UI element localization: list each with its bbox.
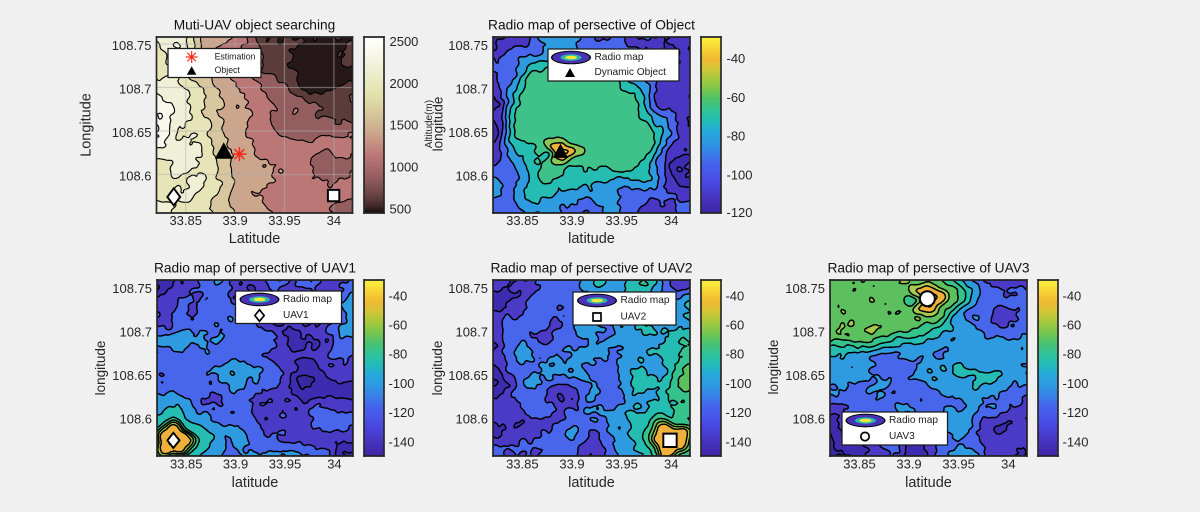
svg-text:33.95: 33.95: [268, 213, 300, 228]
svg-text:34: 34: [664, 456, 678, 471]
svg-text:-100: -100: [726, 376, 752, 391]
svg-text:latitude: latitude: [568, 475, 615, 491]
svg-text:108.65: 108.65: [112, 125, 152, 140]
svg-text:33.95: 33.95: [605, 456, 637, 471]
svg-text:108.7: 108.7: [455, 324, 488, 339]
svg-text:-40: -40: [727, 51, 746, 66]
svg-text:33.95: 33.95: [605, 213, 637, 228]
svg-text:500: 500: [390, 201, 412, 216]
svg-text:Estimation: Estimation: [215, 52, 256, 62]
svg-text:33.9: 33.9: [559, 456, 584, 471]
svg-text:108.7: 108.7: [120, 324, 152, 339]
svg-text:34: 34: [664, 213, 678, 228]
svg-text:33.95: 33.95: [269, 456, 302, 471]
svg-text:108.7: 108.7: [119, 81, 151, 96]
svg-text:33.9: 33.9: [222, 213, 247, 228]
svg-text:longitude: longitude: [766, 340, 781, 395]
svg-text:108.75: 108.75: [448, 38, 488, 53]
svg-text:-100: -100: [1063, 376, 1089, 391]
svg-text:latitude: latitude: [905, 475, 952, 491]
svg-text:Radio map of persective of UAV: Radio map of persective of UAV3: [827, 261, 1029, 276]
svg-text:34: 34: [327, 213, 341, 228]
svg-text:UAV3: UAV3: [889, 431, 915, 442]
svg-text:Dynamic Object: Dynamic Object: [595, 67, 667, 78]
svg-text:108.75: 108.75: [448, 281, 488, 296]
svg-text:108.6: 108.6: [455, 411, 488, 426]
svg-text:108.7: 108.7: [455, 81, 488, 96]
svg-text:Longitude: Longitude: [79, 93, 95, 157]
svg-text:-140: -140: [726, 435, 752, 450]
svg-text:33.95: 33.95: [942, 456, 975, 471]
svg-text:108.6: 108.6: [119, 168, 151, 183]
svg-text:Muti-UAV object searching: Muti-UAV object searching: [174, 18, 336, 33]
svg-text:Radio map: Radio map: [889, 415, 938, 426]
svg-text:1500: 1500: [390, 118, 419, 133]
svg-text:Radio map: Radio map: [621, 295, 670, 306]
svg-text:108.7: 108.7: [792, 324, 825, 339]
svg-text:-60: -60: [726, 317, 745, 332]
svg-text:2500: 2500: [390, 34, 419, 49]
svg-text:33.85: 33.85: [506, 213, 538, 228]
svg-text:2000: 2000: [390, 76, 419, 91]
svg-text:-120: -120: [1063, 405, 1089, 420]
svg-text:108.65: 108.65: [448, 368, 488, 383]
svg-text:1000: 1000: [390, 160, 419, 175]
svg-text:longitude: longitude: [431, 97, 446, 152]
svg-text:-140: -140: [1063, 435, 1089, 450]
svg-text:latitude: latitude: [232, 475, 279, 491]
svg-text:-80: -80: [727, 129, 746, 144]
svg-text:33.85: 33.85: [843, 456, 876, 471]
svg-text:33.85: 33.85: [506, 456, 538, 471]
svg-text:-120: -120: [389, 405, 415, 420]
svg-text:Radio map: Radio map: [283, 294, 332, 305]
svg-text:34: 34: [327, 456, 341, 471]
svg-text:108.65: 108.65: [785, 368, 825, 383]
svg-text:-120: -120: [726, 405, 752, 420]
svg-text:-120: -120: [727, 205, 753, 220]
svg-text:longitude: longitude: [93, 341, 108, 396]
svg-text:34: 34: [1001, 456, 1015, 471]
svg-text:longitude: longitude: [430, 341, 445, 396]
svg-text:108.75: 108.75: [112, 38, 152, 53]
svg-text:-80: -80: [726, 347, 745, 362]
svg-text:-80: -80: [1063, 347, 1082, 362]
svg-text:33.85: 33.85: [170, 456, 203, 471]
svg-text:-100: -100: [389, 376, 415, 391]
svg-text:33.9: 33.9: [559, 213, 584, 228]
svg-text:-40: -40: [1063, 288, 1082, 303]
svg-text:-60: -60: [727, 90, 746, 105]
svg-text:Altitude(m): Altitude(m): [424, 100, 435, 148]
svg-text:-140: -140: [389, 435, 415, 450]
svg-text:latitude: latitude: [568, 231, 615, 247]
svg-text:Object: Object: [215, 65, 241, 75]
svg-text:Radio map of persective of UAV: Radio map of persective of UAV1: [154, 261, 356, 276]
svg-text:Latitude: Latitude: [229, 231, 281, 247]
svg-text:-60: -60: [389, 317, 408, 332]
svg-text:UAV1: UAV1: [283, 310, 309, 321]
svg-text:Radio map: Radio map: [595, 52, 644, 63]
svg-text:-80: -80: [389, 347, 408, 362]
svg-text:108.65: 108.65: [112, 368, 152, 383]
svg-text:-100: -100: [727, 168, 753, 183]
svg-text:108.6: 108.6: [120, 411, 152, 426]
svg-text:108.65: 108.65: [448, 125, 488, 140]
svg-text:108.75: 108.75: [785, 281, 825, 296]
svg-text:33.9: 33.9: [896, 456, 921, 471]
svg-text:108.6: 108.6: [455, 168, 488, 183]
svg-text:33.9: 33.9: [223, 456, 248, 471]
svg-text:Radio map of persective of Obj: Radio map of persective of Object: [488, 18, 695, 33]
svg-text:108.75: 108.75: [112, 281, 152, 296]
svg-text:-40: -40: [726, 288, 745, 303]
svg-text:-40: -40: [389, 288, 408, 303]
svg-text:UAV2: UAV2: [621, 312, 647, 323]
svg-text:108.6: 108.6: [792, 411, 825, 426]
svg-text:33.85: 33.85: [169, 213, 202, 228]
svg-text:-60: -60: [1063, 317, 1082, 332]
svg-text:Radio map of persective of UAV: Radio map of persective of UAV2: [490, 261, 692, 276]
